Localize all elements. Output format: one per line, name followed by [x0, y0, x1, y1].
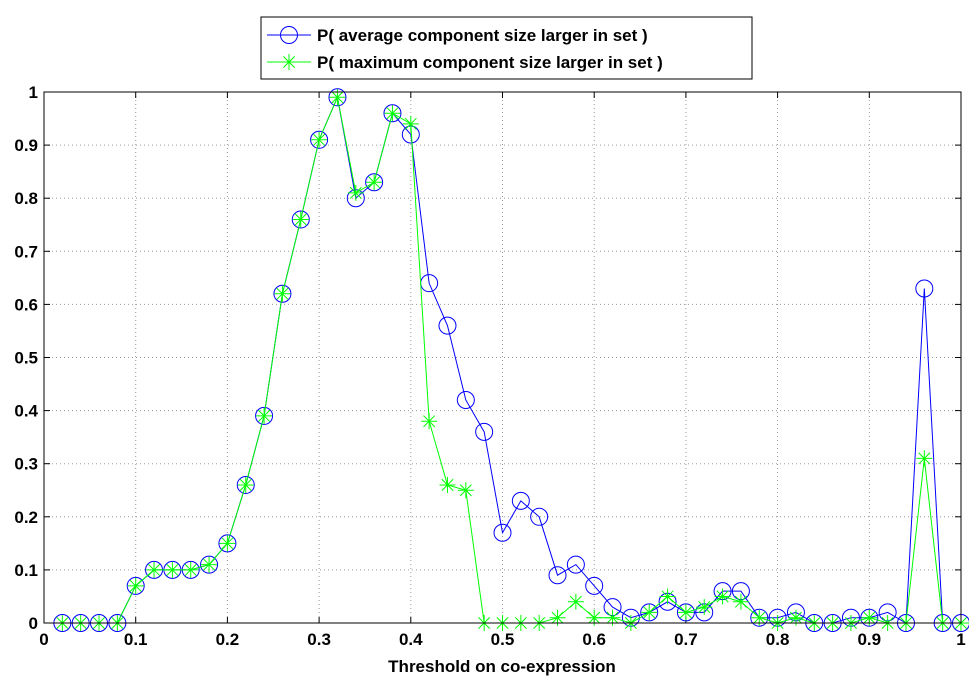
y-tick-labels: 0 0.1 0.2 0.3 0.4 0.5 0.6 0.7 0.8 0.9 1 [14, 83, 38, 633]
asterisk-marker [421, 413, 438, 430]
circle-marker [530, 507, 549, 526]
y-tick-label: 0 [29, 614, 38, 633]
legend-label: P( maximum component size larger in set … [317, 53, 663, 72]
legend-box [260, 16, 753, 80]
y-tick-label: 1 [29, 83, 38, 102]
x-tick-label: 0 [39, 630, 48, 649]
circle-marker [676, 603, 695, 622]
asterisk-marker [402, 115, 419, 132]
plot-frame [43, 91, 962, 624]
circle-marker [236, 475, 255, 494]
asterisk-marker [567, 593, 584, 610]
circle-marker [585, 576, 604, 595]
x-tick-label: 0.6 [582, 630, 606, 649]
circle-marker [383, 104, 402, 123]
asterisk-marker [347, 184, 364, 201]
circle-marker [640, 603, 659, 622]
legend-item-average[interactable]: P( average component size larger in set … [267, 26, 648, 45]
asterisk-marker [146, 561, 163, 578]
circle-marker [915, 279, 934, 298]
asterisk-marker [164, 561, 181, 578]
asterisk-marker [677, 604, 694, 621]
circle-marker [493, 523, 512, 542]
circle-marker [280, 26, 298, 44]
circle-marker [548, 566, 567, 585]
x-tick-label: 0.4 [399, 630, 423, 649]
x-tick-labels: 0 0.1 0.2 0.3 0.4 0.5 0.6 0.7 0.8 0.9 1 [39, 630, 965, 649]
asterisk-marker [714, 588, 731, 605]
circle-marker [255, 406, 274, 425]
legend-item-maximum[interactable]: P( maximum component size larger in set … [267, 53, 663, 72]
y-tick-label: 0.9 [14, 136, 38, 155]
circle-marker [566, 555, 585, 574]
asterisk-marker [311, 131, 328, 148]
asterisk-marker [127, 577, 144, 594]
asterisk-marker [457, 482, 474, 499]
asterisk-marker [696, 599, 713, 616]
x-tick-label: 0.1 [124, 630, 148, 649]
circle-marker [200, 555, 219, 574]
y-tick-label: 0.8 [14, 189, 38, 208]
circle-marker [860, 608, 879, 627]
asterisk-marker [916, 450, 933, 467]
y-tick-label: 0.4 [14, 402, 38, 421]
asterisk-marker [237, 476, 254, 493]
asterisk-marker [384, 105, 401, 122]
plot-area [44, 92, 961, 623]
circle-marker [511, 491, 530, 510]
asterisk-marker [219, 535, 236, 552]
x-axis-label: Threshold on co-expression [388, 657, 616, 676]
x-tick-label: 0.2 [216, 630, 240, 649]
asterisk-marker [659, 588, 676, 605]
x-tick-label: 0.8 [766, 630, 790, 649]
circle-marker [328, 88, 347, 107]
circle-marker [126, 576, 145, 595]
asterisk-marker [732, 593, 749, 610]
asterisk-marker [549, 609, 566, 626]
asterisk-marker [256, 407, 273, 424]
circle-marker [750, 608, 769, 627]
y-tick-label: 0.7 [14, 242, 38, 261]
y-tick-label: 0.3 [14, 455, 38, 474]
y-tick-label: 0.5 [14, 349, 38, 368]
asterisk-marker [274, 285, 291, 302]
legend-label: P( average component size larger in set … [317, 26, 648, 45]
asterisk-marker [641, 604, 658, 621]
legend[interactable]: P( average component size larger in set … [260, 16, 753, 80]
circle-marker [310, 130, 329, 149]
asterisk-marker [787, 609, 804, 626]
x-tick-label: 0.5 [491, 630, 515, 649]
circle-marker [456, 390, 475, 409]
x-tick-label: 1 [956, 630, 965, 649]
asterisk-marker [439, 476, 456, 493]
asterisk-marker [201, 556, 218, 573]
circle-marker [475, 422, 494, 441]
y-tick-label: 0.6 [14, 295, 38, 314]
asterisk-marker [182, 561, 199, 578]
circle-marker [273, 284, 292, 303]
asterisk-marker [292, 211, 309, 228]
asterisk-marker [281, 54, 297, 70]
circle-marker [365, 173, 384, 192]
circle-marker [291, 210, 310, 229]
circle-marker [438, 316, 457, 335]
asterisk-marker [366, 174, 383, 191]
circle-marker [218, 534, 237, 553]
y-tick-label: 0.2 [14, 508, 38, 527]
x-tick-label: 0.3 [307, 630, 331, 649]
x-tick-label: 0.7 [674, 630, 698, 649]
x-tick-label: 0.9 [857, 630, 881, 649]
y-tick-label: 0.1 [14, 561, 38, 580]
